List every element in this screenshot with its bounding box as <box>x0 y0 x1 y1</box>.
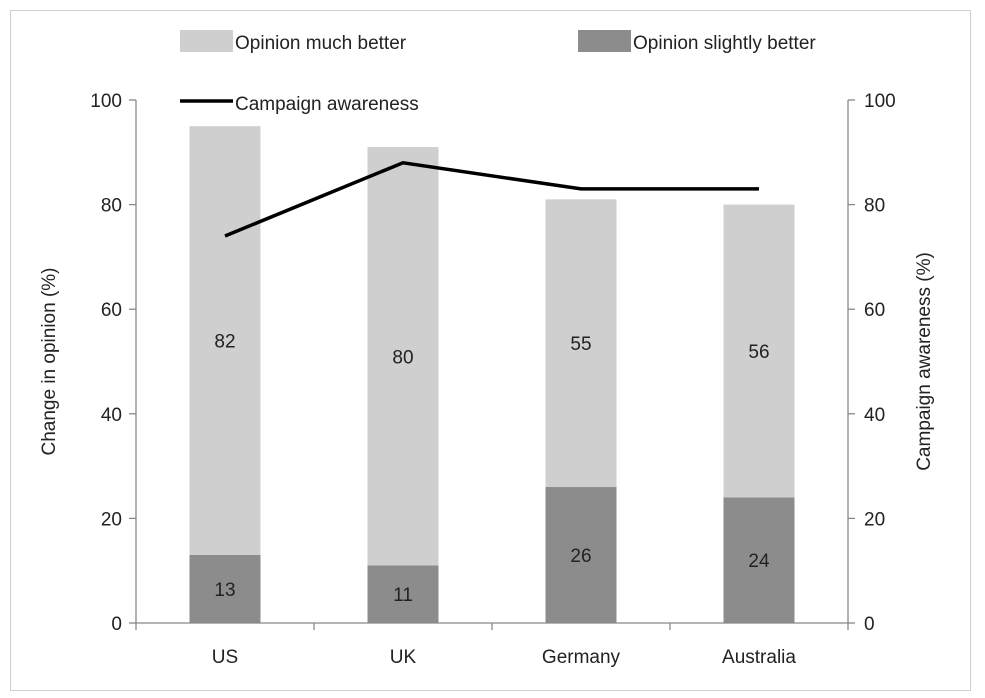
data-label-0-2: 26 <box>570 546 591 567</box>
y-tick-label-5: 100 <box>90 91 122 112</box>
bar-0-0 <box>189 555 261 623</box>
y2-tick-label-1: 20 <box>864 509 885 530</box>
y2-tick-label-0: 0 <box>864 614 875 635</box>
legend-swatch-1 <box>578 30 631 52</box>
x-tick-label-3: Australia <box>722 647 796 668</box>
data-label-1-2: 55 <box>570 334 591 355</box>
data-label-0-3: 24 <box>748 551 770 572</box>
legend-label-2: Campaign awareness <box>235 94 419 115</box>
bar-0-2 <box>545 487 617 623</box>
data-label-0-0: 13 <box>214 580 235 601</box>
y2-tick-label-4: 80 <box>864 196 885 217</box>
bar-0-3 <box>723 497 795 623</box>
bar-0-1 <box>367 565 439 623</box>
y-tick-label-3: 60 <box>101 300 122 321</box>
y-axis-title: Change in opinion (%) <box>39 267 60 455</box>
data-label-0-1: 11 <box>393 585 413 606</box>
bar-1-3 <box>723 204 795 498</box>
bars-layer: 13 82 11 80 26 55 24 56 <box>189 126 795 623</box>
bar-1-0 <box>189 126 261 556</box>
data-label-1-3: 56 <box>748 342 769 363</box>
bar-1-2 <box>545 199 617 488</box>
legend-label-0: Opinion much better <box>235 33 407 54</box>
line-series-0 <box>224 160 759 238</box>
x-tick-label-1: UK <box>390 647 417 668</box>
y2-axis-title: Campaign awareness (%) <box>914 252 935 471</box>
y-tick-label-2: 40 <box>101 405 122 426</box>
y-tick-label-4: 80 <box>101 196 122 217</box>
y-tick-label-1: 20 <box>101 509 122 530</box>
legend-swatch-0 <box>180 30 233 52</box>
legend: Opinion much better Opinion slightly bett… <box>180 30 816 115</box>
y2-tick-label-5: 100 <box>864 91 896 112</box>
legend-label-1: Opinion slightly better <box>633 33 816 54</box>
axes-layer: 0 20 40 60 80 100 0 20 40 60 80 100 US UK Germany Austr… <box>90 91 895 668</box>
data-label-1-0: 82 <box>214 332 235 353</box>
data-label-1-1: 80 <box>392 347 413 368</box>
chart-frame <box>10 10 971 691</box>
line-layer <box>224 160 760 238</box>
y2-tick-label-3: 60 <box>864 300 885 321</box>
x-tick-label-2: Germany <box>542 647 621 668</box>
x-tick-label-0: US <box>212 647 238 668</box>
bar-1-1 <box>367 147 439 566</box>
y2-tick-label-2: 40 <box>864 405 885 426</box>
y-tick-label-0: 0 <box>111 614 122 635</box>
